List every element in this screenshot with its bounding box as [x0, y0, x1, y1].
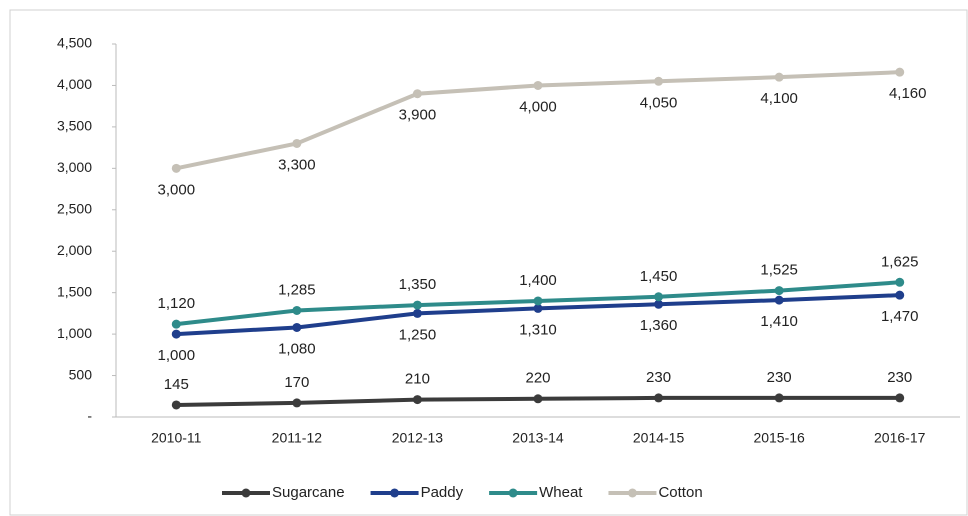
- data-label: 230: [767, 369, 792, 386]
- point: [171, 319, 181, 329]
- point: [412, 395, 422, 405]
- point: [533, 303, 543, 313]
- point: [412, 89, 422, 99]
- legend-label: Sugarcane: [272, 484, 345, 501]
- point: [533, 394, 543, 404]
- point: [654, 393, 664, 403]
- x-tick-label: 2010-11: [151, 430, 202, 446]
- data-label: 4,100: [760, 90, 798, 107]
- point: [895, 67, 905, 77]
- data-label: 170: [284, 374, 309, 391]
- y-tick-label: 500: [69, 366, 93, 382]
- point: [292, 138, 302, 148]
- legend-label: Cotton: [658, 484, 702, 501]
- x-tick-label: 2013-14: [512, 430, 564, 446]
- y-tick-label: 1,500: [57, 283, 92, 299]
- point: [171, 329, 181, 339]
- point: [774, 393, 784, 403]
- point: [654, 299, 664, 309]
- data-label: 1,250: [399, 326, 437, 343]
- point: [171, 163, 181, 173]
- x-tick-label: 2012-13: [392, 430, 444, 446]
- data-label: 3,300: [278, 156, 316, 173]
- point: [533, 296, 543, 306]
- data-label: 230: [887, 369, 912, 386]
- point: [171, 400, 181, 410]
- data-label: 210: [405, 371, 430, 388]
- point: [895, 393, 905, 403]
- y-tick-label: 4,500: [57, 35, 92, 51]
- y-tick-label: 2,500: [57, 200, 92, 216]
- y-tick-label: 1,000: [57, 325, 92, 341]
- point: [412, 300, 422, 310]
- chart-frame: [9, 9, 968, 516]
- data-label: 1,470: [881, 308, 919, 325]
- point: [654, 76, 664, 86]
- data-label: 220: [525, 370, 550, 387]
- data-label: 1,360: [640, 317, 678, 334]
- data-label: 1,400: [519, 272, 557, 289]
- legend-marker: [241, 488, 251, 498]
- data-label: 4,000: [519, 98, 557, 115]
- legend-label: Paddy: [421, 484, 464, 501]
- point: [654, 292, 664, 302]
- point: [774, 286, 784, 296]
- legend-marker: [390, 488, 400, 498]
- point: [292, 398, 302, 408]
- point: [895, 277, 905, 287]
- legend-marker: [508, 488, 518, 498]
- point: [533, 80, 543, 90]
- data-label: 1,525: [760, 262, 798, 279]
- point: [895, 290, 905, 300]
- data-label: 1,285: [278, 281, 316, 298]
- legend-label: Wheat: [539, 484, 583, 501]
- data-label: 1,080: [278, 340, 316, 357]
- data-label: 1,625: [881, 253, 919, 270]
- point: [292, 322, 302, 332]
- legend-marker: [627, 488, 637, 498]
- data-label: 3,000: [158, 181, 196, 198]
- y-tick-label: 2,000: [57, 242, 92, 258]
- data-label: 1,000: [158, 347, 196, 364]
- y-tick-label: 3,000: [57, 159, 92, 175]
- point: [774, 72, 784, 82]
- x-tick-label: 2011-12: [272, 430, 323, 446]
- data-label: 145: [164, 376, 189, 393]
- y-tick-label: -: [87, 408, 92, 424]
- point: [774, 295, 784, 305]
- y-tick-label: 3,500: [57, 118, 92, 134]
- data-label: 230: [646, 369, 671, 386]
- point: [412, 308, 422, 318]
- data-label: 4,050: [640, 94, 678, 111]
- data-label: 1,350: [399, 276, 437, 293]
- x-tick-label: 2016-17: [874, 430, 926, 446]
- x-tick-label: 2014-15: [633, 430, 685, 446]
- data-label: 1,310: [519, 321, 557, 338]
- data-label: 4,160: [889, 85, 927, 102]
- y-tick-label: 4,000: [57, 76, 92, 92]
- x-tick-label: 2015-16: [753, 430, 805, 446]
- data-label: 3,900: [399, 107, 437, 124]
- data-label: 1,450: [640, 268, 678, 285]
- data-label: 1,120: [158, 295, 196, 312]
- point: [292, 305, 302, 315]
- data-label: 1,410: [760, 313, 798, 330]
